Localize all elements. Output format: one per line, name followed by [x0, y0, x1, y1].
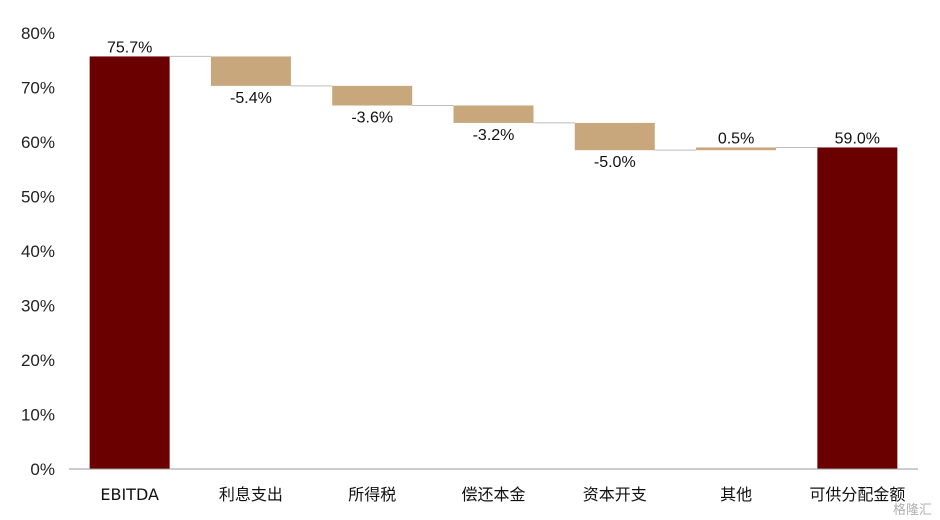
data-label-2: -3.6%: [351, 109, 393, 126]
bar-1: [210, 56, 291, 86]
y-tick-label: 70%: [21, 79, 55, 98]
bar-2: [332, 85, 413, 106]
category-label-5: 其他: [720, 485, 752, 504]
data-labels: 75.7% -5.4% -3.6% -3.2% -5.0% 0.5% 59.0%: [107, 39, 880, 171]
y-tick-label: 10%: [21, 406, 55, 425]
y-tick-label: 20%: [21, 351, 55, 370]
y-tick-label: 80%: [21, 24, 55, 43]
watermark-text: 格隆汇: [893, 502, 932, 518]
bar-4: [574, 122, 655, 151]
data-label-6: 59.0%: [835, 130, 880, 147]
data-label-3: -3.2%: [473, 127, 515, 144]
data-label-4: -5.0%: [594, 154, 636, 171]
y-tick-label: 0%: [30, 460, 55, 479]
bar-0: [89, 56, 170, 470]
y-axis-ticks: 0% 10% 20% 30% 40% 50% 60% 70% 80%: [21, 24, 55, 479]
bar-3: [453, 105, 534, 123]
connectors: [169, 55, 818, 151]
category-label-4: 资本开支: [583, 485, 647, 504]
category-label-1: 利息支出: [219, 485, 283, 504]
data-label-0: 75.7%: [107, 39, 152, 56]
category-label-2: 所得税: [348, 485, 396, 504]
y-tick-label: 50%: [21, 188, 55, 207]
y-tick-label: 40%: [21, 242, 55, 261]
data-label-5: 0.5%: [718, 130, 754, 147]
y-tick-label: 60%: [21, 133, 55, 152]
category-label-0: EBITDA: [100, 485, 159, 504]
category-label-6: 可供分配金额: [809, 485, 905, 504]
bar-5: [696, 147, 777, 151]
category-label-3: 偿还本金: [461, 485, 525, 504]
data-label-1: -5.4%: [230, 90, 272, 107]
x-axis-category-labels: EBITDA 利息支出 所得税 偿还本金 资本开支 其他 可供分配金额: [100, 485, 905, 504]
bar-6: [817, 147, 898, 469]
bars: [89, 56, 898, 470]
y-tick-label: 30%: [21, 297, 55, 316]
